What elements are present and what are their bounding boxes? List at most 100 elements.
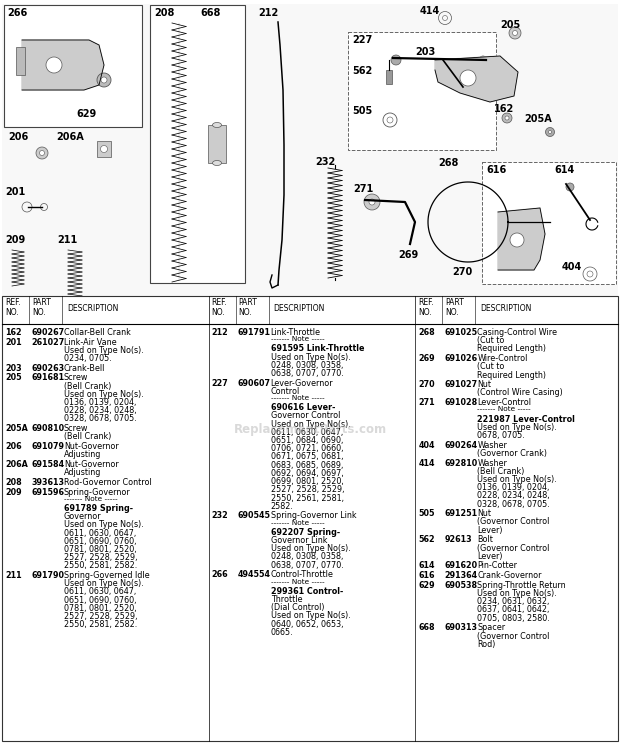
Text: (Bell Crank): (Bell Crank) [64, 432, 112, 441]
Text: ReplacementParts.com: ReplacementParts.com [234, 423, 386, 437]
Text: Throttle: Throttle [271, 595, 302, 604]
Text: ------- Note -----: ------- Note ----- [271, 579, 324, 585]
Text: 270: 270 [452, 267, 472, 277]
Text: 269: 269 [418, 354, 435, 363]
Text: 629: 629 [418, 581, 435, 590]
Text: 690267: 690267 [31, 328, 64, 337]
Text: 208: 208 [5, 478, 22, 487]
Text: 261027: 261027 [31, 338, 64, 347]
Text: 0328, 0678, 0705.: 0328, 0678, 0705. [477, 499, 550, 508]
Text: 505: 505 [352, 106, 372, 116]
Text: 404: 404 [562, 262, 582, 272]
Text: 691789 Spring-: 691789 Spring- [64, 504, 133, 513]
Text: NO.: NO. [445, 308, 459, 317]
Text: 691790: 691790 [31, 571, 64, 580]
Text: 690810: 690810 [31, 424, 64, 433]
Text: ------- Note -----: ------- Note ----- [477, 406, 531, 412]
Ellipse shape [36, 147, 48, 159]
Text: Screw: Screw [64, 424, 89, 433]
Text: 92613: 92613 [445, 535, 472, 545]
Text: Nut-Governor: Nut-Governor [64, 460, 119, 469]
Text: 206A: 206A [5, 460, 28, 469]
Text: Spring-Governed Idle: Spring-Governed Idle [64, 571, 149, 580]
Text: Lever-Governor: Lever-Governor [271, 379, 334, 388]
Text: Governor Link: Governor Link [271, 536, 327, 545]
Bar [4, 5, 142, 127]
Text: 0136, 0139, 0204,: 0136, 0139, 0204, [477, 483, 550, 492]
Text: ------- Note -----: ------- Note ----- [271, 336, 324, 342]
Text: DESCRIPTION: DESCRIPTION [67, 304, 118, 313]
Text: 691027: 691027 [445, 380, 477, 389]
Text: 692207 Spring-: 692207 Spring- [271, 527, 340, 537]
Polygon shape [435, 56, 518, 102]
Text: Collar-Bell Crank: Collar-Bell Crank [64, 328, 131, 337]
Text: Governor: Governor [64, 512, 102, 522]
Text: 205: 205 [5, 373, 22, 382]
Text: 690616 Lever-: 690616 Lever- [271, 403, 335, 412]
Text: 201: 201 [5, 187, 25, 197]
Text: 691026: 691026 [445, 354, 477, 363]
Text: 0705, 0803, 2580.: 0705, 0803, 2580. [477, 614, 550, 623]
Text: 0234, 0631, 0632,: 0234, 0631, 0632, [477, 597, 550, 606]
Ellipse shape [101, 77, 107, 83]
Ellipse shape [502, 113, 512, 123]
Text: Used on Type No(s).: Used on Type No(s). [64, 520, 144, 530]
Text: Used on Type No(s).: Used on Type No(s). [271, 353, 350, 362]
Text: 269: 269 [398, 250, 419, 260]
Text: Adjusting: Adjusting [64, 468, 102, 477]
Text: 2527, 2528, 2529,: 2527, 2528, 2529, [64, 554, 138, 562]
Text: 0136, 0139, 0204,: 0136, 0139, 0204, [64, 398, 136, 407]
Text: 691079: 691079 [31, 442, 64, 451]
Ellipse shape [479, 56, 487, 64]
Text: REF.: REF. [5, 298, 20, 307]
Text: 266: 266 [7, 8, 27, 18]
Text: 0665.: 0665. [271, 628, 293, 637]
Ellipse shape [100, 146, 107, 153]
Text: 212: 212 [258, 8, 278, 18]
Text: 0638, 0707, 0770.: 0638, 0707, 0770. [271, 560, 343, 570]
Text: 691791: 691791 [237, 328, 271, 337]
Text: ------- Note -----: ------- Note ----- [271, 519, 324, 525]
Text: 0781, 0801, 2520,: 0781, 0801, 2520, [64, 604, 136, 613]
Ellipse shape [546, 127, 554, 136]
Text: Spring-Throttle Return: Spring-Throttle Return [477, 581, 566, 590]
Text: 268: 268 [418, 328, 435, 337]
Text: DESCRIPTION: DESCRIPTION [480, 304, 532, 313]
Text: (Governor Control: (Governor Control [477, 517, 550, 527]
Text: 690313: 690313 [445, 623, 477, 632]
Text: NO.: NO. [32, 308, 46, 317]
Ellipse shape [369, 199, 375, 205]
Text: Pin-Cotter: Pin-Cotter [477, 562, 517, 571]
Ellipse shape [510, 233, 524, 247]
Text: 232: 232 [315, 157, 335, 167]
Text: Control-Throttle: Control-Throttle [271, 571, 334, 580]
Text: 266: 266 [211, 571, 228, 580]
Text: 0248, 0308, 0358,: 0248, 0308, 0358, [271, 361, 343, 370]
Text: 0228, 0234, 0248,: 0228, 0234, 0248, [477, 491, 550, 500]
Text: Used on Type No(s).: Used on Type No(s). [477, 475, 557, 484]
Text: 616: 616 [418, 571, 435, 580]
Text: 205A: 205A [524, 114, 552, 124]
Text: (Cut to: (Cut to [477, 336, 505, 345]
Text: 0706, 0721, 0660,: 0706, 0721, 0660, [271, 444, 343, 453]
Text: (Governor Crank): (Governor Crank) [477, 449, 547, 458]
Text: Nut-Governor: Nut-Governor [64, 442, 119, 451]
Text: 0671, 0675, 0681,: 0671, 0675, 0681, [271, 452, 343, 461]
Text: 0248, 0308, 0358,: 0248, 0308, 0358, [271, 552, 343, 562]
Bar [2, 4, 618, 296]
Text: 690538: 690538 [445, 581, 477, 590]
Text: Link-Throttle: Link-Throttle [271, 328, 321, 337]
Text: Spacer: Spacer [477, 623, 505, 632]
Text: 562: 562 [352, 66, 372, 76]
Text: Used on Type No(s).: Used on Type No(s). [477, 423, 557, 432]
Text: 0683, 0685, 0689,: 0683, 0685, 0689, [271, 461, 343, 469]
Text: 691681: 691681 [31, 373, 64, 382]
Text: 668: 668 [418, 623, 435, 632]
Text: 0678, 0705.: 0678, 0705. [477, 431, 525, 440]
Text: (Control Wire Casing): (Control Wire Casing) [477, 388, 563, 397]
Text: 0611, 0630, 0647,: 0611, 0630, 0647, [64, 588, 136, 597]
Text: Used on Type No(s).: Used on Type No(s). [64, 390, 144, 399]
Text: Spring-Governor Link: Spring-Governor Link [271, 511, 356, 520]
Text: 0781, 0801, 2520,: 0781, 0801, 2520, [64, 545, 136, 554]
Text: Lever): Lever) [477, 552, 503, 561]
